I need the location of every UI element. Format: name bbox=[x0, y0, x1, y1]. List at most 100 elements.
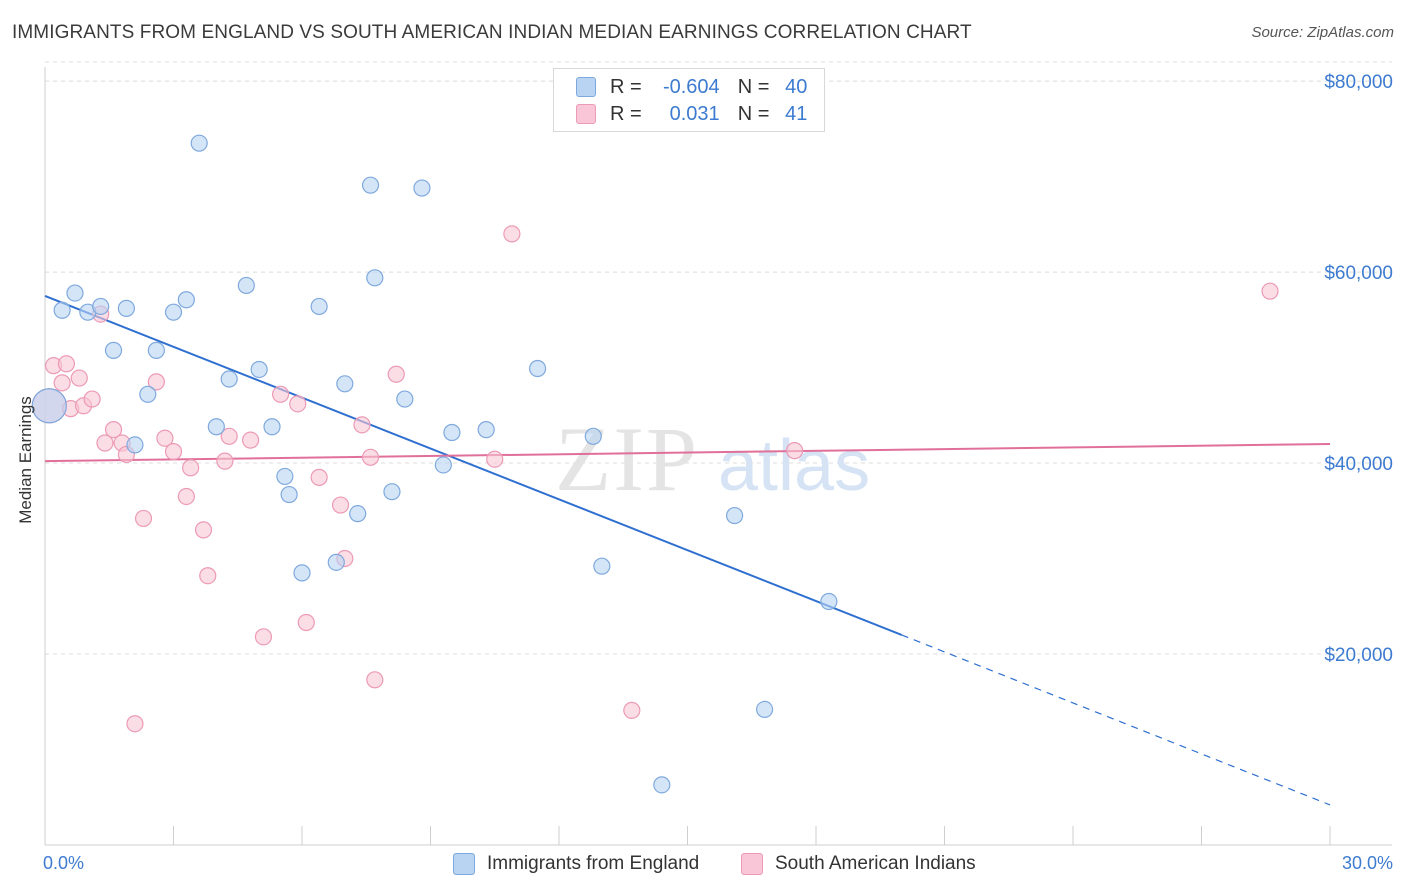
data-point bbox=[755, 700, 774, 719]
data-point bbox=[383, 483, 401, 501]
watermark-zip: ZIP bbox=[555, 408, 699, 510]
chart-title: IMMIGRANTS FROM ENGLAND VS SOUTH AMERICA… bbox=[12, 22, 972, 43]
gridlines bbox=[45, 61, 1392, 655]
bottom-legend-south-american: South American Indians bbox=[741, 851, 976, 877]
y-tick-label: $40,000 bbox=[1324, 454, 1393, 475]
data-point bbox=[310, 297, 328, 316]
data-point bbox=[207, 418, 225, 436]
trend-line-england-extension bbox=[901, 634, 1331, 806]
data-point bbox=[486, 450, 504, 468]
data-point bbox=[220, 427, 238, 445]
data-point bbox=[353, 416, 371, 434]
data-point bbox=[126, 436, 144, 454]
data-point bbox=[361, 176, 380, 194]
trend-line-south-american bbox=[44, 442, 1331, 463]
data-point bbox=[331, 496, 350, 514]
y-tick-label: $80,000 bbox=[1324, 72, 1393, 93]
data-point bbox=[70, 369, 88, 387]
data-point bbox=[327, 553, 345, 571]
data-point bbox=[182, 459, 200, 477]
data-point bbox=[66, 284, 84, 302]
data-point bbox=[194, 521, 213, 539]
data-point bbox=[785, 442, 804, 460]
data-point bbox=[820, 592, 838, 611]
data-point bbox=[387, 365, 405, 383]
data-point bbox=[242, 431, 260, 449]
bottom-legend-label: South American Indians bbox=[775, 853, 976, 874]
source-credit: Source: ZipAtlas.com bbox=[1251, 24, 1394, 41]
data-point bbox=[83, 390, 101, 408]
data-point bbox=[280, 485, 298, 504]
legend-n-label: N = bbox=[737, 102, 770, 125]
legend-r-value: -0.604 bbox=[662, 75, 720, 98]
data-point bbox=[53, 374, 71, 392]
trend-lines bbox=[44, 295, 1331, 806]
watermark-atlas: atlas bbox=[718, 426, 870, 506]
data-point bbox=[361, 448, 380, 466]
data-point bbox=[190, 134, 208, 152]
data-point bbox=[584, 427, 602, 445]
data-point bbox=[593, 557, 611, 575]
legend-row-south-american: R = 0.031 N = 41 bbox=[576, 101, 807, 127]
data-point bbox=[276, 467, 294, 486]
data-point bbox=[653, 776, 671, 794]
data-point bbox=[134, 509, 153, 528]
data-point bbox=[126, 715, 144, 733]
bottom-legend-label: Immigrants from England bbox=[487, 853, 700, 874]
legend-n-value: 40 bbox=[785, 75, 808, 98]
data-point bbox=[293, 564, 311, 582]
bottom-legend-swatch-blue bbox=[453, 853, 475, 875]
legend-swatch-pink bbox=[576, 104, 596, 124]
correlation-legend: R = -0.604 N = 40 R = 0.031 N = 41 bbox=[553, 68, 825, 132]
series-immigrants-from-england bbox=[31, 134, 838, 794]
data-point bbox=[336, 375, 354, 393]
data-point bbox=[477, 421, 495, 439]
data-point bbox=[413, 179, 431, 197]
tick-labels: $20,000 $40,000 $60,000 $80,000 0.0% 30.0% bbox=[43, 72, 1393, 873]
data-point bbox=[528, 359, 547, 378]
data-point bbox=[177, 487, 195, 506]
data-point bbox=[53, 301, 71, 319]
data-point bbox=[117, 299, 135, 317]
data-point bbox=[366, 269, 384, 287]
data-point bbox=[349, 505, 367, 523]
legend-row-england: R = -0.604 N = 40 bbox=[576, 74, 807, 100]
data-point bbox=[237, 276, 255, 295]
legend-n-label: N = bbox=[737, 75, 770, 98]
data-point bbox=[254, 628, 273, 646]
data-point bbox=[147, 341, 165, 359]
data-point bbox=[104, 421, 123, 439]
data-point bbox=[623, 701, 641, 719]
data-point bbox=[57, 355, 76, 373]
y-tick-label: $20,000 bbox=[1324, 645, 1393, 666]
data-point bbox=[164, 303, 183, 321]
legend-r-value: 0.031 bbox=[669, 102, 720, 125]
y-axis-label: Median Earnings bbox=[16, 396, 35, 524]
data-point bbox=[216, 452, 234, 470]
data-point bbox=[156, 429, 174, 447]
data-point bbox=[503, 225, 521, 243]
data-point bbox=[250, 360, 268, 379]
data-point bbox=[199, 567, 217, 585]
axes bbox=[44, 67, 1392, 846]
data-point bbox=[139, 385, 157, 403]
watermark: ZIP atlas bbox=[555, 408, 870, 510]
x-tick-label: 30.0% bbox=[1342, 853, 1393, 873]
bottom-legend-england: Immigrants from England bbox=[453, 851, 699, 877]
x-tick-label: 0.0% bbox=[43, 853, 84, 873]
data-point bbox=[310, 468, 328, 486]
legend-r-label: R = bbox=[610, 75, 642, 98]
data-point bbox=[366, 671, 384, 689]
data-point bbox=[177, 291, 195, 309]
data-point bbox=[443, 423, 461, 442]
legend-swatch-blue bbox=[576, 77, 596, 97]
data-point bbox=[271, 385, 290, 403]
data-point bbox=[396, 390, 414, 408]
legend-n-value: 41 bbox=[785, 102, 808, 125]
data-point bbox=[1261, 282, 1279, 300]
data-point bbox=[92, 297, 110, 316]
data-point bbox=[434, 456, 452, 474]
data-point bbox=[104, 341, 123, 359]
data-point bbox=[220, 370, 238, 388]
